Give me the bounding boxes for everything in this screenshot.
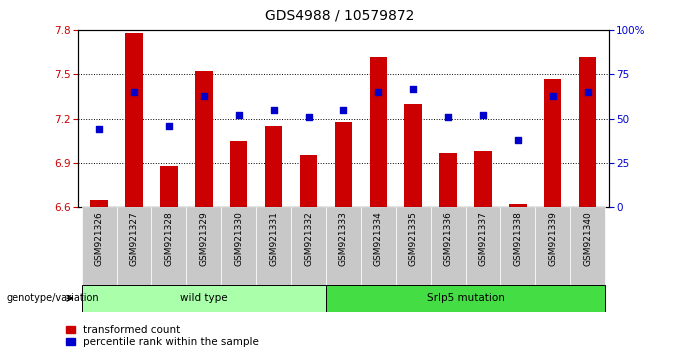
Point <box>163 123 174 129</box>
Point <box>408 86 419 91</box>
Text: GSM921340: GSM921340 <box>583 211 592 266</box>
Bar <box>396 207 430 285</box>
Point <box>338 107 349 113</box>
Text: GSM921336: GSM921336 <box>443 211 453 266</box>
Bar <box>466 207 500 285</box>
Point <box>443 114 454 120</box>
Text: GSM921334: GSM921334 <box>374 211 383 266</box>
Bar <box>230 141 248 207</box>
Bar <box>509 204 526 207</box>
Text: GSM921326: GSM921326 <box>95 211 103 266</box>
Bar <box>221 207 256 285</box>
Text: GSM921338: GSM921338 <box>513 211 522 266</box>
Bar <box>361 207 396 285</box>
Text: GSM921339: GSM921339 <box>548 211 558 266</box>
Text: Srlp5 mutation: Srlp5 mutation <box>426 293 505 303</box>
Text: GSM921327: GSM921327 <box>129 211 139 266</box>
Bar <box>430 207 466 285</box>
Text: GSM921328: GSM921328 <box>165 211 173 266</box>
Bar <box>500 207 535 285</box>
Text: GSM921333: GSM921333 <box>339 211 348 266</box>
Bar <box>439 153 457 207</box>
Legend: transformed count, percentile rank within the sample: transformed count, percentile rank withi… <box>67 325 259 347</box>
Bar <box>82 207 116 285</box>
Bar <box>326 207 361 285</box>
Point <box>513 137 524 143</box>
Text: wild type: wild type <box>180 293 228 303</box>
Bar <box>152 207 186 285</box>
Point <box>129 89 139 95</box>
Bar <box>90 200 108 207</box>
Text: GSM921332: GSM921332 <box>304 211 313 266</box>
Point <box>582 89 593 95</box>
Point <box>373 89 384 95</box>
Bar <box>82 285 326 312</box>
Bar <box>300 155 318 207</box>
Point <box>303 114 314 120</box>
Text: GSM921337: GSM921337 <box>479 211 488 266</box>
Point <box>233 112 244 118</box>
Bar <box>405 104 422 207</box>
Point <box>268 107 279 113</box>
Text: GSM921331: GSM921331 <box>269 211 278 266</box>
Bar <box>160 166 177 207</box>
Bar <box>474 151 492 207</box>
Bar <box>535 207 571 285</box>
Point <box>477 112 488 118</box>
Bar <box>195 72 213 207</box>
Bar <box>256 207 291 285</box>
Text: GDS4988 / 10579872: GDS4988 / 10579872 <box>265 9 415 23</box>
Bar <box>571 207 605 285</box>
Point <box>199 93 209 98</box>
Bar <box>326 285 605 312</box>
Bar <box>579 57 596 207</box>
Bar <box>369 57 387 207</box>
Point <box>94 126 105 132</box>
Bar <box>116 207 152 285</box>
Bar <box>265 126 282 207</box>
Bar <box>125 33 143 207</box>
Text: GSM921335: GSM921335 <box>409 211 418 266</box>
Bar <box>335 121 352 207</box>
Bar <box>291 207 326 285</box>
Text: genotype/variation: genotype/variation <box>7 293 99 303</box>
Text: GSM921329: GSM921329 <box>199 211 208 266</box>
Text: GSM921330: GSM921330 <box>234 211 243 266</box>
Point <box>547 93 558 98</box>
Bar <box>186 207 221 285</box>
Bar <box>544 79 562 207</box>
